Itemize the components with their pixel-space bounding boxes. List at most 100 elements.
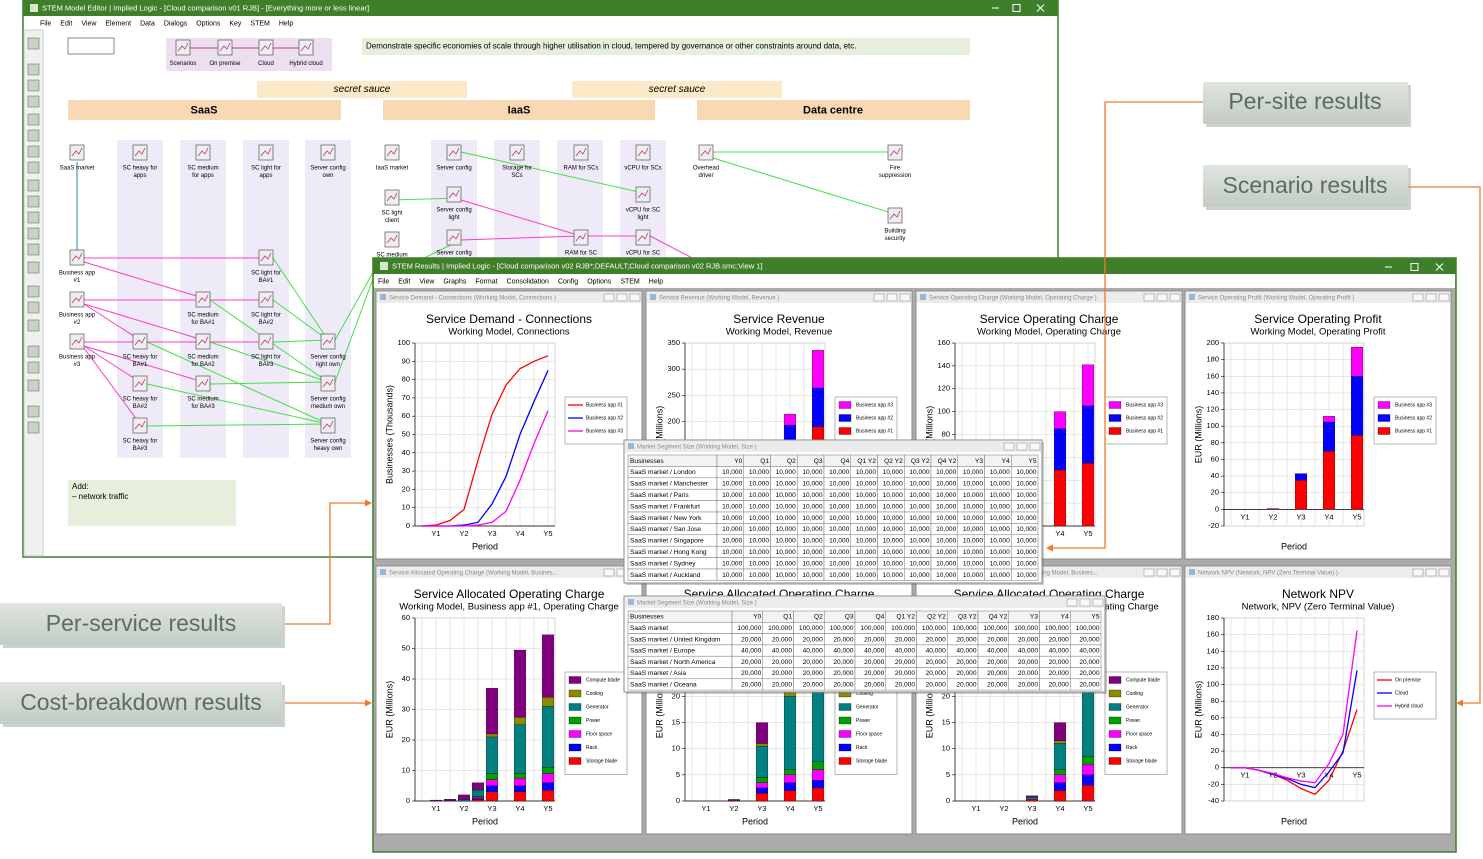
cell-text: 10,000 — [936, 515, 957, 522]
chart-title: Service Revenue — [733, 312, 825, 326]
bar-segment — [811, 787, 825, 802]
menu-item[interactable]: Options — [587, 278, 612, 285]
x-tick-label: Y2 — [1268, 512, 1277, 521]
cell-text: 10,000 — [936, 526, 957, 533]
sub-window-button[interactable] — [1016, 442, 1028, 451]
node-label: Server config — [310, 439, 345, 445]
cell-text: 10,000 — [963, 469, 984, 476]
sub-window-button[interactable] — [1029, 442, 1041, 451]
cell-text: 100,000 — [799, 625, 823, 632]
sub-window-button[interactable] — [1425, 293, 1437, 302]
node-label: Server config — [436, 251, 471, 257]
cell-text: 10,000 — [776, 560, 797, 567]
node-glyph — [322, 336, 334, 346]
cell-text: 20,000 — [895, 636, 916, 643]
cell-text: 10,000 — [990, 538, 1011, 545]
menu-item[interactable]: Data — [140, 20, 155, 27]
sub-window-button[interactable] — [1143, 568, 1155, 577]
cell-text: 10,000 — [963, 492, 984, 499]
table-cell — [1070, 678, 1102, 691]
sub-icon — [628, 599, 634, 605]
maximize-button[interactable] — [1410, 263, 1419, 271]
cell-text: 10,000 — [990, 503, 1011, 510]
menu-item[interactable]: Help — [649, 278, 664, 285]
menu-item[interactable]: Config — [558, 278, 578, 285]
menu-item[interactable]: View — [81, 20, 97, 27]
menu-item[interactable]: File — [378, 278, 389, 285]
sub-window-button[interactable] — [1156, 293, 1168, 302]
menu-item[interactable]: STEM — [620, 278, 640, 285]
cell-text: 100,000 — [953, 625, 977, 632]
sub-window-button[interactable] — [873, 293, 885, 302]
legend-swatch — [1108, 716, 1122, 725]
y-tick-label: 40 — [402, 674, 410, 683]
sub-window-button[interactable] — [1425, 568, 1437, 577]
cell-text: 20,000 — [864, 670, 885, 677]
node-label: vCPU for SCs — [624, 166, 661, 172]
legend-swatch — [1108, 414, 1122, 422]
node-glyph — [575, 232, 587, 242]
cell-text: 100,000 — [1076, 625, 1100, 632]
sub-window-button[interactable] — [1079, 598, 1091, 607]
cell-text: 10,000 — [802, 549, 823, 556]
sub-window-button[interactable] — [886, 293, 898, 302]
maximize-button[interactable] — [1012, 4, 1021, 12]
menu-item[interactable]: Key — [229, 20, 242, 27]
sub-window-button[interactable] — [1412, 293, 1424, 302]
menu-item[interactable]: Edit — [398, 278, 410, 285]
y-tick-label: 180 — [1206, 355, 1219, 364]
menu-item[interactable]: Element — [105, 20, 131, 27]
menu-item[interactable]: Graphs — [443, 278, 466, 285]
node-glyph — [448, 147, 460, 157]
sub-window-button[interactable] — [616, 293, 628, 302]
sub-title-bar — [625, 441, 1041, 452]
sub-window-button[interactable] — [899, 293, 911, 302]
x-tick-label: Y1 — [431, 529, 440, 538]
legend-label: Power — [856, 718, 871, 724]
x-tick-label: Y4 — [1055, 804, 1064, 813]
column-header: Q4 — [875, 614, 884, 621]
menu-item[interactable]: Edit — [60, 20, 72, 27]
bar-segment — [1053, 769, 1067, 776]
cell-text: 10,000 — [722, 538, 743, 545]
menu-item[interactable]: Help — [279, 20, 294, 27]
tool-icon — [27, 195, 40, 208]
sub-icon — [650, 294, 656, 300]
sub-window-button[interactable] — [603, 568, 615, 577]
sub-window-button[interactable] — [1438, 293, 1450, 302]
close-button[interactable] — [1036, 4, 1045, 12]
legend-label: Floor space — [586, 731, 612, 737]
cell-text: SaaS market / Oceana — [630, 682, 697, 689]
sub-window-button[interactable] — [1003, 442, 1015, 451]
node-glyph — [511, 147, 523, 157]
sub-window-button[interactable] — [603, 293, 615, 302]
plot-area — [1223, 342, 1365, 527]
cell-text: 10,000 — [829, 538, 850, 545]
cell-text: 10,000 — [963, 526, 984, 533]
sub-window-button[interactable] — [1156, 568, 1168, 577]
bar-segment — [1081, 405, 1095, 464]
sub-window-button[interactable] — [1412, 568, 1424, 577]
sub-window-button[interactable] — [629, 293, 641, 302]
sub-icon — [380, 569, 386, 575]
y-tick-label: 100 — [397, 338, 410, 347]
legend-label: Business app #1 — [1395, 428, 1432, 434]
y-tick-label: 50 — [402, 429, 410, 438]
sub-window-button[interactable] — [1169, 568, 1181, 577]
sub-window-button[interactable] — [1066, 598, 1078, 607]
sub-window-button[interactable] — [1438, 568, 1450, 577]
menu-item[interactable]: STEM — [250, 20, 270, 27]
cell-text: SaaS market / San Jose — [630, 526, 701, 533]
tool-icon — [27, 37, 40, 50]
sub-window-button[interactable] — [1143, 293, 1155, 302]
menu-item[interactable]: Options — [196, 20, 221, 27]
cell-text: 20,000 — [1049, 659, 1070, 666]
menu-item[interactable]: File — [40, 20, 51, 27]
menu-item[interactable]: Format — [475, 278, 497, 285]
sub-window-button[interactable] — [1169, 293, 1181, 302]
sub-window-button[interactable] — [1092, 598, 1104, 607]
close-button[interactable] — [1435, 263, 1444, 271]
menu-item[interactable]: View — [419, 278, 435, 285]
menu-item[interactable]: Consolidation — [507, 278, 550, 285]
menu-item[interactable]: Dialogs — [164, 20, 188, 27]
